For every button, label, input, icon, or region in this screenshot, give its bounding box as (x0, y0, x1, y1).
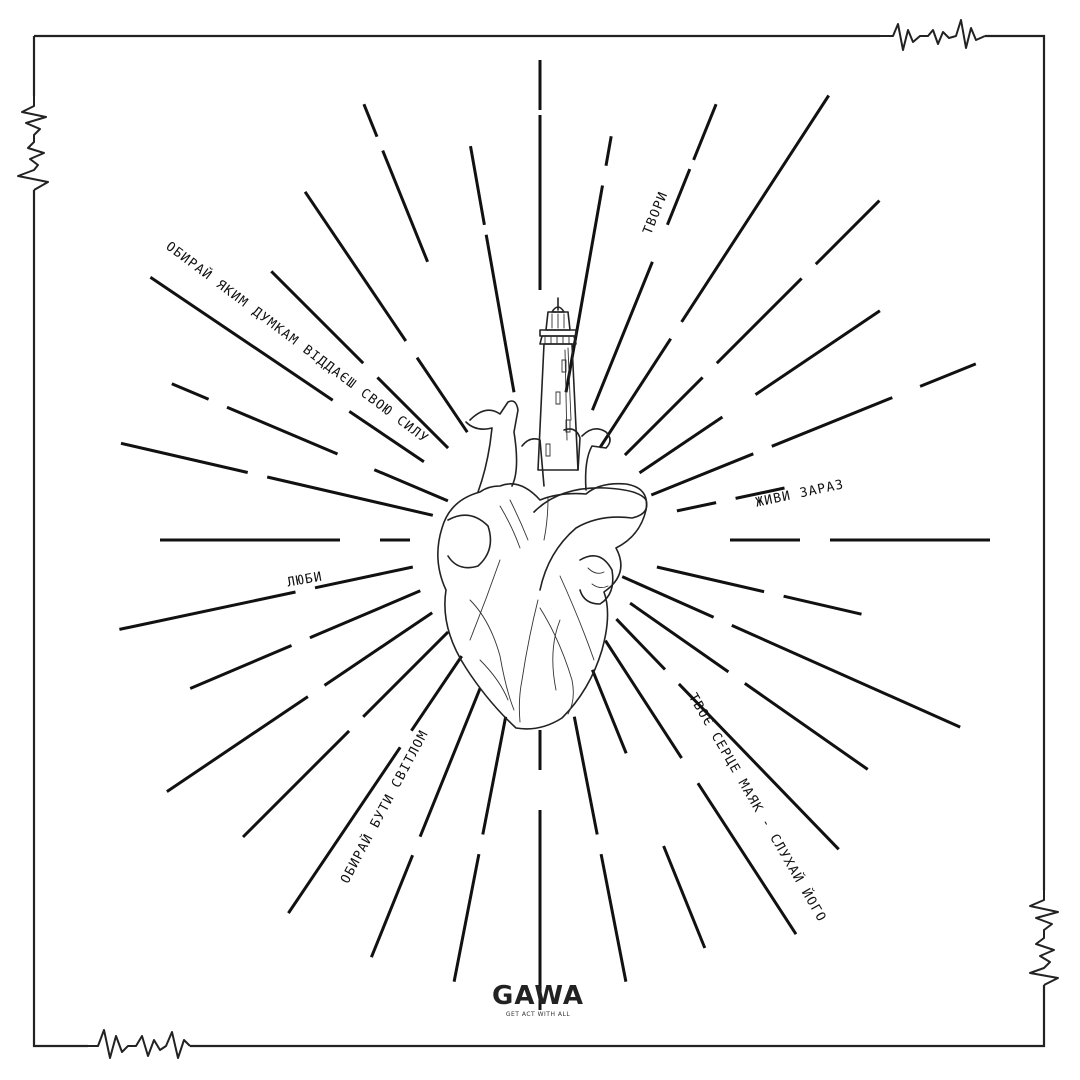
slogan-obyrai-dumkam: ОБИРАЙ ЯКИМ ДУМКАМ ВІДДАЄШ СВОЮ СИЛУ (163, 238, 432, 446)
ray-segment (373, 468, 449, 503)
ray-segment (604, 639, 683, 759)
ray-segment (303, 190, 408, 342)
ray-segment (599, 853, 628, 982)
ray-segment (591, 261, 654, 411)
ray-segment (362, 630, 450, 718)
ray-segment (814, 199, 881, 266)
ray-segment (735, 486, 785, 500)
ray-segment (696, 782, 798, 936)
ray-segment (666, 168, 692, 226)
ray-segment (615, 618, 667, 671)
ray-segment (754, 309, 881, 396)
sunburst-rays (119, 60, 990, 1010)
ray-segment (662, 845, 707, 949)
border-frame (32, 34, 1046, 1048)
ray-segment (629, 601, 730, 674)
slogan-liuby: ЛЮБИ (286, 569, 324, 590)
ray-segment (189, 644, 293, 690)
ray-segment (348, 410, 425, 463)
ray-segment (309, 589, 421, 640)
ray-segment (731, 624, 961, 729)
ray-segment (692, 103, 718, 161)
ray-segment (638, 415, 724, 475)
slogan-zhyvy-zaraz: ЖИВИ ЗАРАЗ (754, 477, 845, 510)
ray-segment (418, 687, 482, 838)
ray-segment (171, 382, 210, 401)
ray-segment (149, 275, 334, 402)
ray-segment (677, 682, 840, 851)
ray-segment (715, 277, 803, 365)
ray-segment (314, 565, 414, 590)
ray-segment (621, 575, 715, 619)
ray-segment (452, 853, 481, 982)
ray-segment (469, 145, 486, 226)
lighthouse-illustration (522, 297, 608, 520)
ray-segment (120, 441, 249, 474)
ray-segment (650, 452, 754, 497)
slogan-tvoie-sertse: ТВОЄ СЕРЦЕ МАЯК - СЛУХАЙ ЙОГО (685, 690, 830, 925)
ray-segment (771, 396, 893, 448)
ray-segment (266, 475, 434, 517)
ray-segment (572, 716, 599, 835)
ray-segment (598, 337, 672, 449)
ray-segment (564, 185, 604, 393)
heartbeat-pulse-icon (17, 19, 1059, 1059)
ray-segment (743, 682, 869, 771)
ray-segment (381, 150, 429, 263)
ray-segment (166, 695, 309, 793)
ray-segment (376, 376, 450, 450)
slogan-tvory: ТВОРИ (641, 189, 672, 236)
ray-segment (481, 716, 508, 835)
brand-name: GAWA (492, 981, 584, 1011)
ray-segment (604, 135, 613, 167)
ray-segment (623, 376, 704, 457)
brand-tagline: GET ACT WITH ALL (506, 1011, 571, 1018)
ray-segment (783, 594, 862, 616)
ray-segment (241, 729, 351, 839)
ray-segment (484, 234, 516, 393)
slogan-obyrai-svitlom: ОБИРАЙ БУТИ СВІТЛОМ (337, 727, 432, 886)
ray-segment (591, 669, 628, 754)
ray-segment (919, 362, 977, 388)
ray-segment (676, 501, 717, 513)
ray-segment (119, 590, 296, 631)
ray-segment (656, 565, 765, 594)
ray-segment (370, 854, 414, 958)
heart-illustration (437, 400, 648, 730)
ray-segment (362, 103, 379, 138)
ray-segment (680, 94, 830, 323)
ray-segment (270, 270, 365, 365)
brand-logo: GAWA GET ACT WITH ALL (492, 981, 584, 1018)
ray-segment (415, 356, 469, 434)
ray-segment (226, 405, 339, 456)
ray-segment (323, 611, 434, 687)
ray-segment (410, 655, 463, 732)
ray-segment (287, 746, 402, 914)
